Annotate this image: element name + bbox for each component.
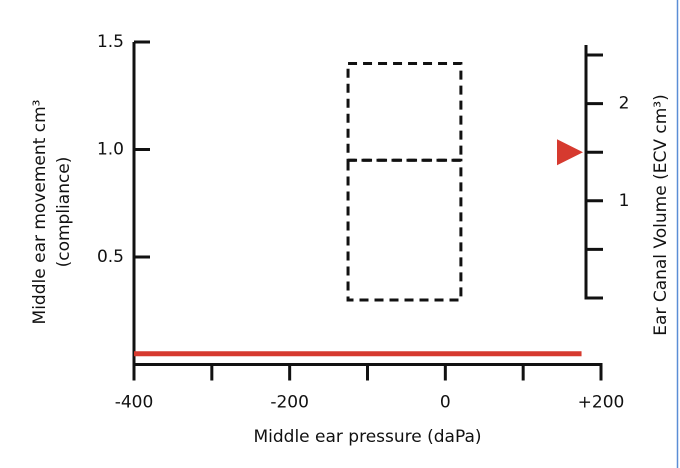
y2-axis-label: Ear Canal Volume (ECV cm³) bbox=[651, 94, 671, 335]
x-axis-label: Middle ear pressure (daPa) bbox=[253, 427, 481, 447]
reference-box bbox=[346, 158, 463, 302]
y2-tick-label: 2 bbox=[619, 94, 630, 114]
y-axis-label: (compliance) bbox=[54, 157, 74, 268]
x-tick-label: +200 bbox=[578, 393, 625, 413]
ecv-marker bbox=[557, 139, 583, 166]
plot: -400 -200 0 +200 0.5 1.0 1.5 1 2 Middle ear press… bbox=[30, 32, 671, 447]
y-tick-label: 1.0 bbox=[97, 140, 124, 160]
x-tick-label: -200 bbox=[270, 393, 309, 413]
x-tick-label: -400 bbox=[115, 393, 154, 413]
x-tick-label: 0 bbox=[440, 393, 451, 413]
reference-box bbox=[346, 62, 463, 162]
y2-tick-label: 1 bbox=[619, 191, 630, 211]
y-tick-label: 0.5 bbox=[97, 247, 124, 267]
y-axis-label: Middle ear movement cm³ bbox=[30, 100, 50, 325]
y-tick-label: 1.5 bbox=[97, 32, 124, 52]
